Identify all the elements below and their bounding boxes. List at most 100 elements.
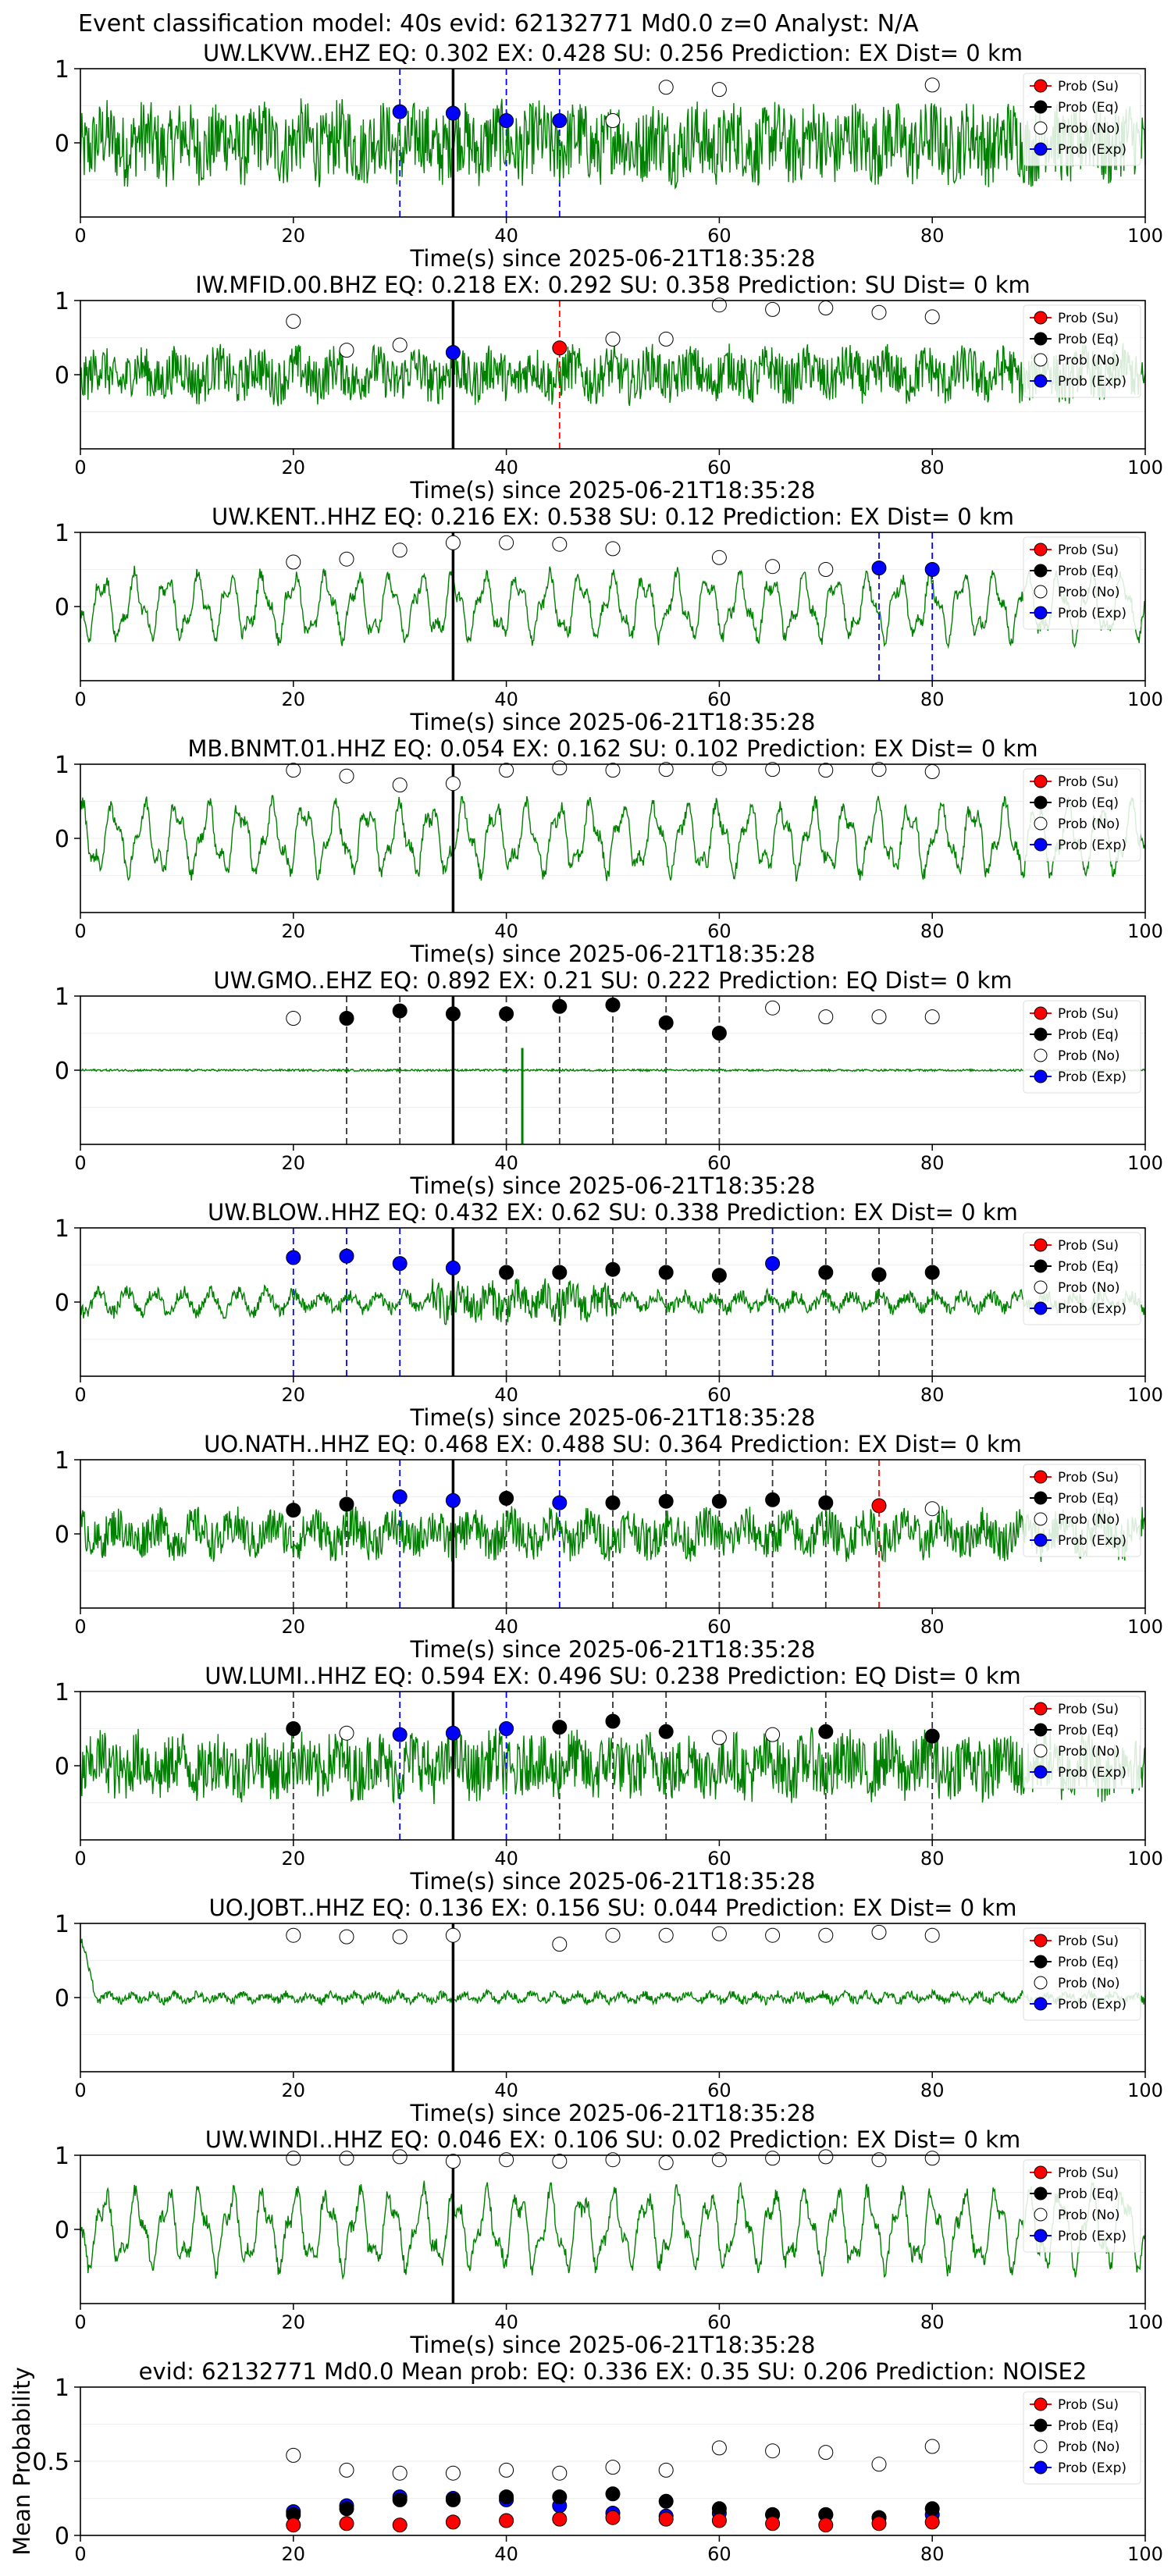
prob-point-no [552, 2154, 568, 2169]
panel-title: UW.BLOW..HHZ EQ: 0.432 EX: 0.62 SU: 0.33… [208, 1199, 1018, 1226]
legend-label-exp: Prob (Exp) [1058, 1997, 1127, 2012]
x-tick-label: 0 [74, 920, 86, 942]
x-tick-label: 20 [282, 225, 306, 247]
prob-point-exp [445, 1260, 461, 1276]
waveform-trace [80, 1506, 1146, 1563]
x-axis-label: Time(s) since 2025-06-21T18:35:28 [410, 1868, 816, 1895]
prob-point-no [286, 1927, 301, 1943]
legend-label-eq: Prob (Eq) [1058, 564, 1119, 579]
prob-point-exp [392, 104, 408, 119]
legend-marker-su [1034, 1006, 1048, 1020]
mean-point-eq [552, 2489, 568, 2505]
legend-marker-exp [1034, 142, 1048, 156]
mean-point-su [658, 2511, 674, 2527]
mean-point-no [658, 2462, 674, 2478]
legend: Prob (Su) Prob (Eq) Prob (No) Prob (Exp) [1023, 73, 1141, 166]
prob-point-eq [658, 1493, 674, 1509]
prob-point-no [605, 331, 621, 347]
mean-probability-panel: evid: 62132771 Md0.0 Mean prob: EQ: 0.33… [9, 2358, 1163, 2565]
legend-marker-eq [1034, 795, 1048, 809]
panel-title: UO.NATH..HHZ EQ: 0.468 EX: 0.488 SU: 0.3… [204, 1431, 1022, 1457]
legend-marker-eq [1034, 2186, 1048, 2201]
station-panel-8: UW.LUMI..HHZ EQ: 0.594 EX: 0.496 SU: 0.2… [55, 1663, 1163, 1895]
mean-point-su [445, 2514, 461, 2530]
prob-point-eq [286, 1721, 301, 1736]
prob-point-exp [339, 1248, 354, 1264]
prob-point-no [445, 2154, 461, 2169]
prob-point-no [765, 1727, 781, 1742]
x-tick-label: 20 [282, 688, 306, 710]
legend-label-no: Prob (No) [1058, 2439, 1120, 2455]
mean-point-no [924, 2439, 940, 2454]
panel-title: IW.MFID.00.BHZ EQ: 0.218 EX: 0.292 SU: 0… [195, 272, 1030, 298]
legend-marker-su [1034, 774, 1048, 788]
prob-point-no [818, 1009, 834, 1025]
x-tick-label: 20 [282, 1384, 306, 1406]
legend-marker-eq [1034, 1723, 1048, 1737]
x-tick-label: 80 [920, 2080, 945, 2101]
y-tick-label: 1 [55, 984, 69, 1011]
waveform-trace [80, 795, 1146, 882]
x-tick-label: 100 [1127, 1848, 1163, 1870]
x-axis-label: Time(s) since 2025-06-21T18:35:28 [410, 477, 816, 503]
legend-label-no: Prob (No) [1058, 1976, 1120, 1991]
mean-point-su [871, 2516, 887, 2532]
x-tick-label: 40 [494, 1848, 518, 1870]
legend-label-no: Prob (No) [1058, 353, 1120, 368]
legend-marker-eq [1034, 332, 1048, 346]
legend-marker-no [1034, 1280, 1048, 1294]
prob-point-eq [765, 1492, 781, 1507]
prob-point-eq [605, 1713, 621, 1729]
station-panel-7: UO.NATH..HHZ EQ: 0.468 EX: 0.488 SU: 0.3… [55, 1431, 1163, 1663]
prob-point-eq [499, 1490, 514, 1506]
legend-label-eq: Prob (Eq) [1058, 100, 1119, 116]
mean-point-no [339, 2462, 354, 2478]
legend-marker-no [1034, 353, 1048, 367]
prob-point-no [339, 551, 354, 567]
x-tick-label: 60 [707, 1384, 731, 1406]
legend-label-no: Prob (No) [1058, 1048, 1120, 1064]
panel-title: MB.BNMT.01.HHZ EQ: 0.054 EX: 0.162 SU: 0… [187, 735, 1038, 762]
prob-point-eq [871, 1267, 887, 1283]
x-tick-label: 40 [494, 1616, 518, 1638]
prob-point-no [871, 1009, 887, 1025]
prob-point-no [871, 762, 887, 777]
legend: Prob (Su) Prob (Eq) Prob (No) Prob (Exp) [1023, 1464, 1141, 1557]
legend-marker-exp [1034, 374, 1048, 388]
x-tick-label: 60 [707, 1616, 731, 1638]
legend-marker-su [1034, 79, 1048, 93]
mean-point-no [552, 2465, 568, 2481]
x-tick-label: 20 [282, 457, 306, 479]
waveform-trace [80, 1726, 1146, 1805]
prob-point-exp [392, 1256, 408, 1272]
prob-point-eq [924, 1728, 940, 1744]
legend-label-eq: Prob (Eq) [1058, 1027, 1119, 1043]
x-tick-label: 20 [282, 1152, 306, 1174]
legend-label-no: Prob (No) [1058, 1280, 1120, 1296]
prob-point-no [605, 541, 621, 557]
prob-point-no [392, 777, 408, 793]
prob-point-exp [392, 1727, 408, 1742]
prob-point-no [818, 301, 834, 315]
legend-label-exp: Prob (Exp) [1058, 1765, 1127, 1781]
y-tick-label: 0 [55, 1290, 69, 1317]
waveform-trace [80, 565, 1146, 649]
x-tick-label: 80 [920, 457, 945, 479]
x-tick-label: 20 [282, 2080, 306, 2101]
legend-marker-no [1034, 1744, 1048, 1758]
mean-point-su [392, 2517, 408, 2533]
y-tick-label: 0.5 [32, 2449, 69, 2476]
prob-point-no [818, 1927, 834, 1943]
legend-marker-su [1034, 311, 1048, 325]
legend-marker-exp [1034, 1997, 1048, 2011]
legend-label-su: Prob (Su) [1058, 774, 1119, 790]
prob-point-exp [392, 1489, 408, 1504]
y-tick-label: 1 [55, 1447, 69, 1475]
x-tick-label: 60 [707, 225, 731, 247]
x-axis-label: Time(s) since 2025-06-21T18:35:28 [410, 245, 816, 272]
y-tick-label: 0 [55, 1521, 69, 1549]
x-tick-label: 100 [1127, 2543, 1163, 2565]
x-tick-label: 100 [1127, 457, 1163, 479]
mean-point-no [392, 2465, 408, 2481]
legend: Prob (Su) Prob (Eq) Prob (No) Prob (Exp) [1023, 2159, 1141, 2253]
